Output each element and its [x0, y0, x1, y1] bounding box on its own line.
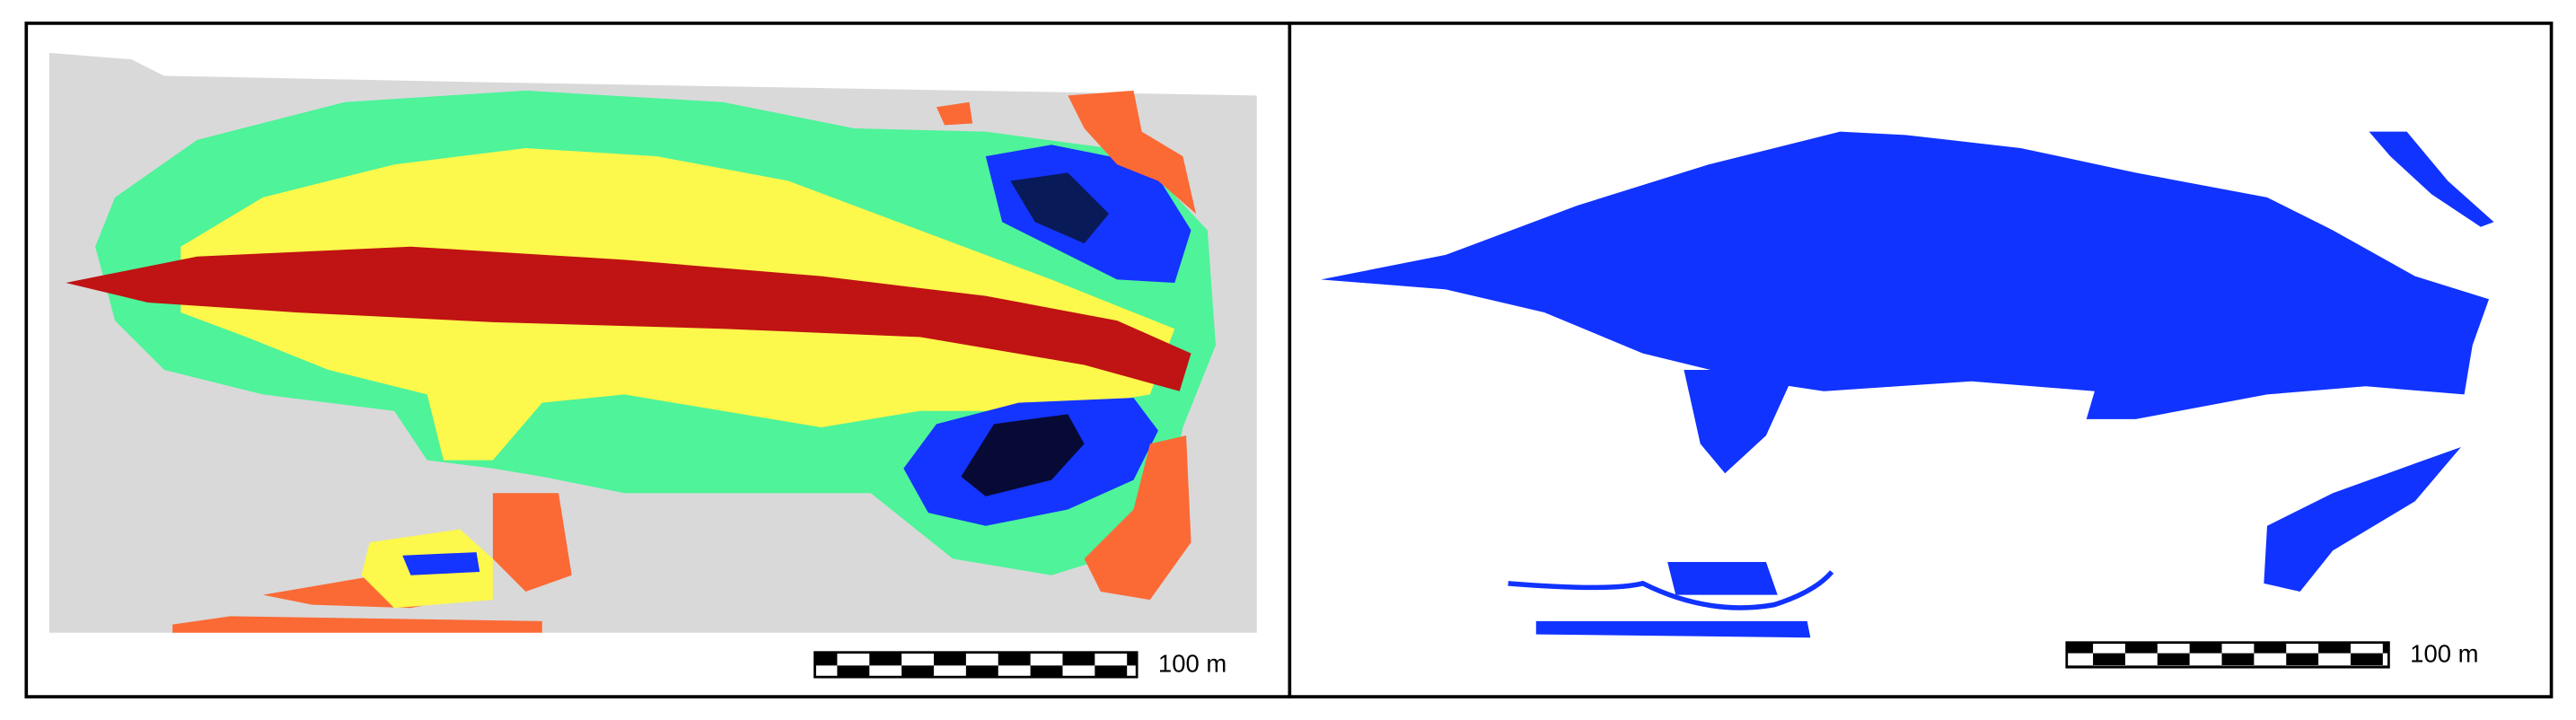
scale-bar	[2065, 641, 2390, 669]
scale-label: 100 m	[1158, 650, 1226, 678]
scale-bar	[813, 651, 1139, 679]
flooded-area	[2264, 446, 2461, 592]
dark-zone	[1010, 172, 1110, 244]
flooded-area	[2369, 131, 2494, 227]
flooded-area	[1535, 620, 1811, 638]
flooded-area	[1667, 562, 1778, 595]
orange-zone	[1068, 90, 1197, 215]
dark-zone	[961, 414, 1085, 496]
flooded-area	[1321, 131, 2490, 419]
orange-zone	[172, 616, 542, 633]
orange-zone	[492, 493, 572, 592]
orange-zone	[1084, 435, 1191, 601]
flooded-area	[1684, 369, 1791, 474]
scale-label: 100 m	[2410, 640, 2478, 668]
blue-zone	[402, 552, 480, 575]
channel	[1508, 570, 1834, 610]
extent-map	[1321, 131, 2494, 638]
orange-zone	[936, 101, 973, 126]
red-band	[66, 246, 1191, 391]
classified-map	[48, 52, 1257, 633]
